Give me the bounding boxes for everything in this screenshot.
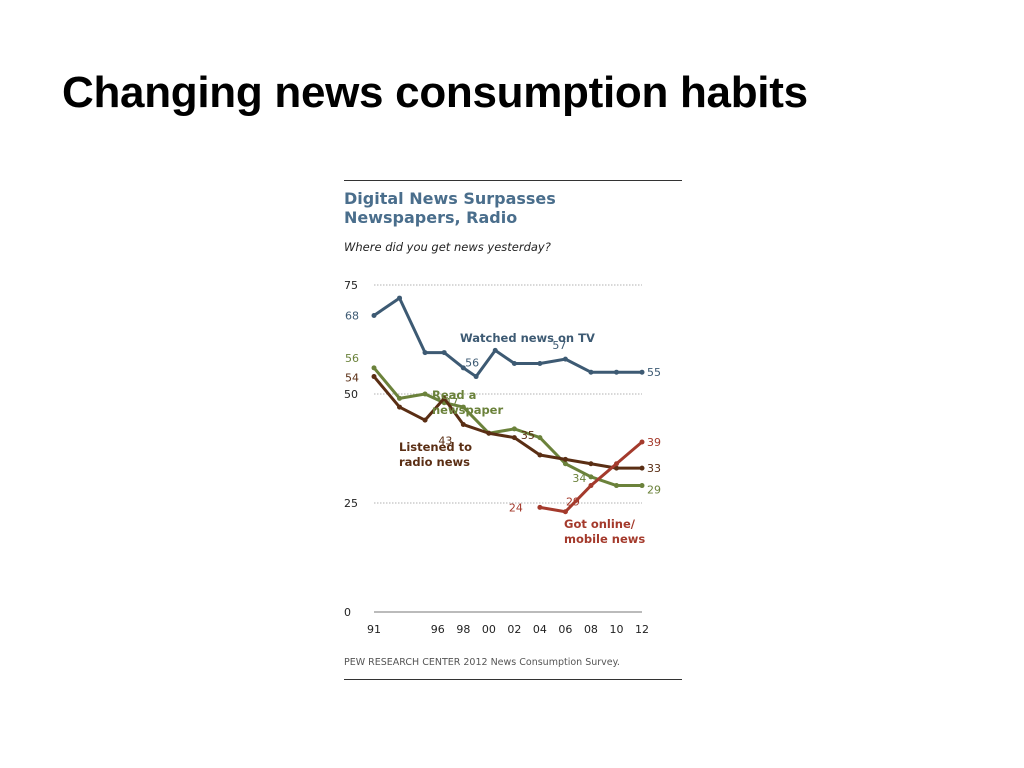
x-tick-label: 12 [635, 623, 649, 636]
data-point [562, 356, 568, 362]
data-point [441, 350, 447, 356]
series-name-line: newspaper [432, 403, 503, 417]
x-tick-label: 02 [507, 623, 521, 636]
series-name-line: mobile news [564, 532, 645, 546]
data-point [537, 435, 543, 441]
chart-subtitle: Where did you get news yesterday? [344, 240, 551, 254]
data-point [473, 374, 479, 380]
data-point [562, 509, 568, 515]
data-point [486, 430, 492, 436]
x-tick-label: 10 [609, 623, 623, 636]
series-name-label: Read a newspaper [432, 388, 503, 417]
y-tick-label: 25 [344, 497, 358, 510]
data-point [588, 474, 594, 480]
series-name-label: Got online/mobile news [564, 517, 645, 546]
data-point [397, 395, 403, 401]
data-point [397, 295, 403, 301]
data-point [371, 313, 377, 319]
data-point [371, 374, 377, 380]
data-point [588, 483, 594, 489]
series-line [372, 366, 644, 488]
data-point [639, 439, 645, 445]
data-label: 56 [345, 352, 359, 365]
series-name-line: Got online/ [564, 517, 636, 531]
data-point [511, 435, 517, 441]
series-name-line: Read a [432, 388, 476, 402]
data-label: 29 [647, 484, 661, 497]
x-tick-label: 98 [456, 623, 470, 636]
data-label: 57 [552, 339, 566, 352]
data-point [371, 365, 377, 371]
y-tick-label: 50 [344, 388, 358, 401]
data-point [422, 391, 428, 397]
data-point [441, 395, 447, 401]
data-point [537, 504, 543, 510]
series-name-label: Watched news on TV [460, 331, 595, 345]
data-point [460, 404, 466, 410]
data-label: 29 [566, 496, 580, 509]
x-tick-label: 06 [558, 623, 572, 636]
data-point [562, 456, 568, 462]
data-point [613, 369, 619, 375]
data-point [537, 452, 543, 458]
series-name-line: Listened to [399, 440, 472, 454]
slide-title: Changing news consumption habits [62, 68, 808, 117]
x-tick-label: 08 [584, 623, 598, 636]
chart-top-rule [344, 180, 682, 181]
data-point [460, 365, 466, 371]
data-label: 55 [647, 366, 661, 379]
chart-bottom-rule [344, 679, 682, 680]
x-tick-label: 00 [482, 623, 496, 636]
y-tick-label: 75 [344, 279, 358, 292]
data-label: 24 [509, 501, 523, 514]
data-point [422, 417, 428, 423]
data-point [422, 350, 428, 356]
data-point [613, 461, 619, 467]
chart-panel: Digital News Surpasses Newspapers, Radio… [344, 180, 682, 682]
data-point [639, 483, 645, 489]
series-name-line: Watched news on TV [460, 331, 595, 345]
chart-title: Digital News Surpasses Newspapers, Radio [344, 189, 556, 227]
data-point [613, 483, 619, 489]
data-point [492, 347, 498, 353]
data-label: 34 [572, 472, 586, 485]
x-tick-label: 91 [367, 623, 381, 636]
data-label: 43 [438, 435, 452, 448]
data-point [460, 422, 466, 428]
data-point [511, 360, 517, 366]
data-point [511, 426, 517, 432]
data-label: 39 [647, 436, 661, 449]
data-label: 56 [465, 357, 479, 370]
data-point [639, 369, 645, 375]
data-point [588, 461, 594, 467]
chart-source: PEW RESEARCH CENTER 2012 News Consumptio… [344, 657, 620, 668]
x-tick-label: 96 [431, 623, 445, 636]
series-line [372, 375, 644, 470]
data-point [639, 465, 645, 471]
data-label: 68 [345, 310, 359, 323]
data-point [537, 360, 543, 366]
data-label: 54 [345, 372, 359, 385]
data-label: 33 [647, 462, 661, 475]
data-label: 35 [521, 429, 535, 442]
series-name-label: Listened to radio news [399, 440, 472, 469]
data-point [397, 404, 403, 410]
x-tick-label: 04 [533, 623, 547, 636]
data-point [562, 461, 568, 467]
series-name-line: radio news [399, 455, 470, 469]
y-tick-label: 0 [344, 606, 351, 619]
data-point [613, 465, 619, 471]
data-point [588, 369, 594, 375]
